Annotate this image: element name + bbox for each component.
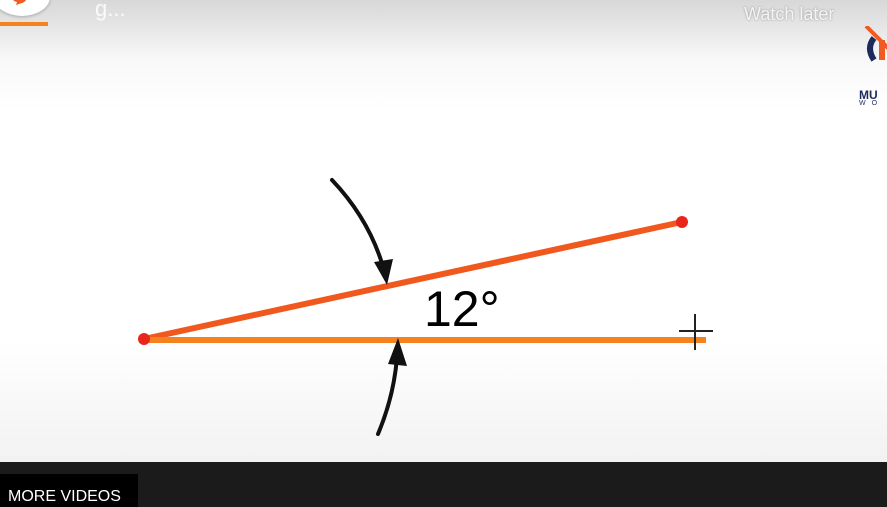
ray-end-point [676,216,688,228]
bottom-bar [0,462,887,507]
watch-later-button[interactable]: Watch later [744,4,835,24]
lower-arrow-icon [376,338,407,436]
channel-logo-icon [13,0,26,5]
top-overlay [0,0,887,60]
angle-diagram [0,22,713,436]
cursor-crosshair-icon [679,314,713,350]
upper-arrow-icon [330,178,393,285]
video-title[interactable]: g... [95,0,126,21]
channel-avatar[interactable] [0,0,50,16]
brand-subtitle: WO [859,100,884,107]
more-videos-button[interactable]: MORE VIDEOS [0,474,138,507]
angle-label: 12° [424,281,500,337]
brand-logo-icon [864,26,887,62]
brand-name: MU [859,88,878,102]
video-frame[interactable]: g... Watch later MU WO 12° [0,0,887,462]
upper-ray [141,219,685,342]
vertex-point [138,333,150,345]
